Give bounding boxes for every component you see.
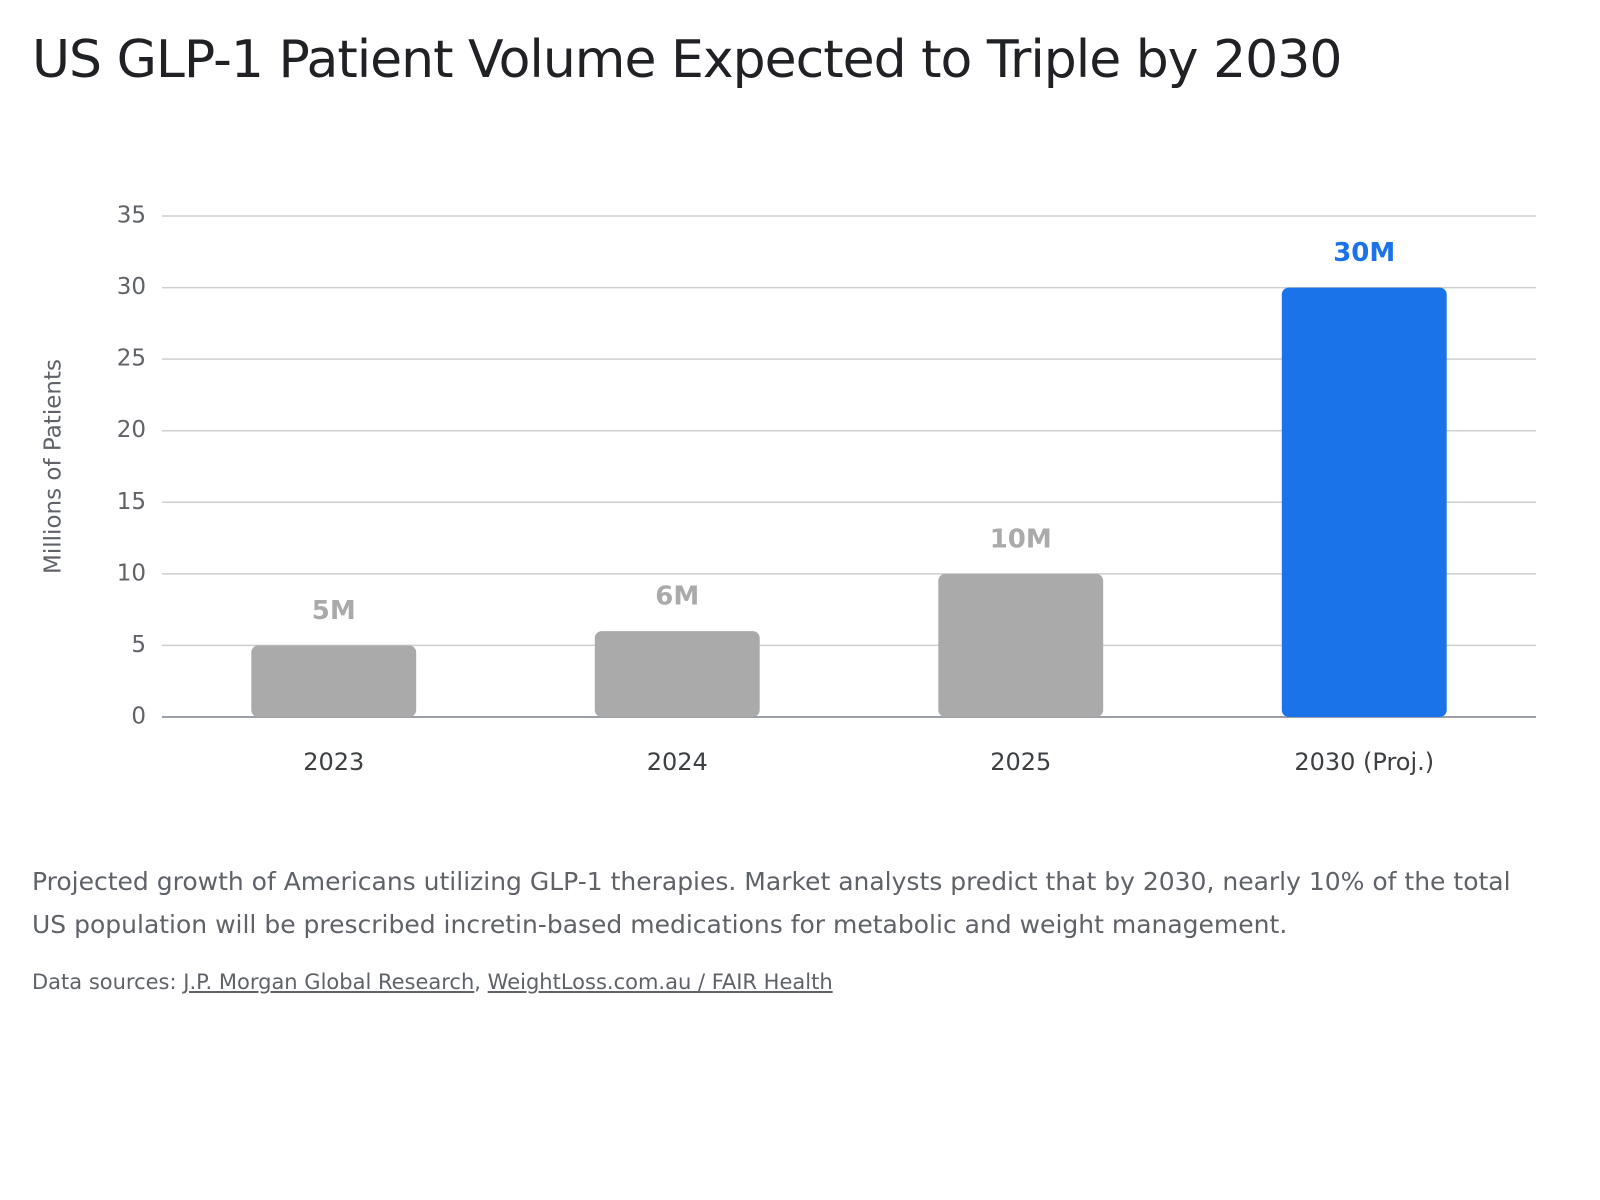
- y-tick-label: 15: [117, 489, 146, 515]
- x-tick-label: 2024: [647, 748, 708, 776]
- bar: [938, 573, 1104, 717]
- source-link[interactable]: WeightLoss.com.au / FAIR Health: [487, 970, 833, 994]
- y-tick-label: 30: [117, 274, 146, 300]
- value-label: 5M: [312, 596, 356, 626]
- bar: [1281, 287, 1447, 717]
- bar: [251, 645, 417, 717]
- y-tick-label: 0: [131, 704, 146, 730]
- y-axis-label: Millions of Patients: [41, 359, 67, 574]
- value-label: 6M: [655, 582, 699, 612]
- y-tick-label: 10: [117, 560, 146, 586]
- caption: Projected growth of Americans utilizing …: [32, 867, 1511, 939]
- value-label: 10M: [990, 524, 1052, 554]
- separator: ,: [474, 970, 481, 994]
- y-tick-label: 35: [117, 203, 146, 229]
- y-tick-label: 20: [117, 417, 146, 443]
- y-tick-label: 25: [117, 346, 146, 372]
- y-tick-label: 5: [131, 632, 146, 658]
- value-label: 30M: [1333, 238, 1395, 268]
- source-link[interactable]: J.P. Morgan Global Research: [183, 970, 475, 994]
- sources-label: Data sources:: [32, 970, 177, 994]
- x-tick-label: 2025: [990, 748, 1051, 776]
- x-tick-label: 2023: [303, 748, 364, 776]
- sources: Data sources: J.P. Morgan Global Researc…: [32, 970, 833, 994]
- chart-title: US GLP-1 Patient Volume Expected to Trip…: [32, 30, 1342, 90]
- bar: [594, 631, 760, 717]
- x-tick-label: 2030 (Proj.): [1294, 748, 1434, 776]
